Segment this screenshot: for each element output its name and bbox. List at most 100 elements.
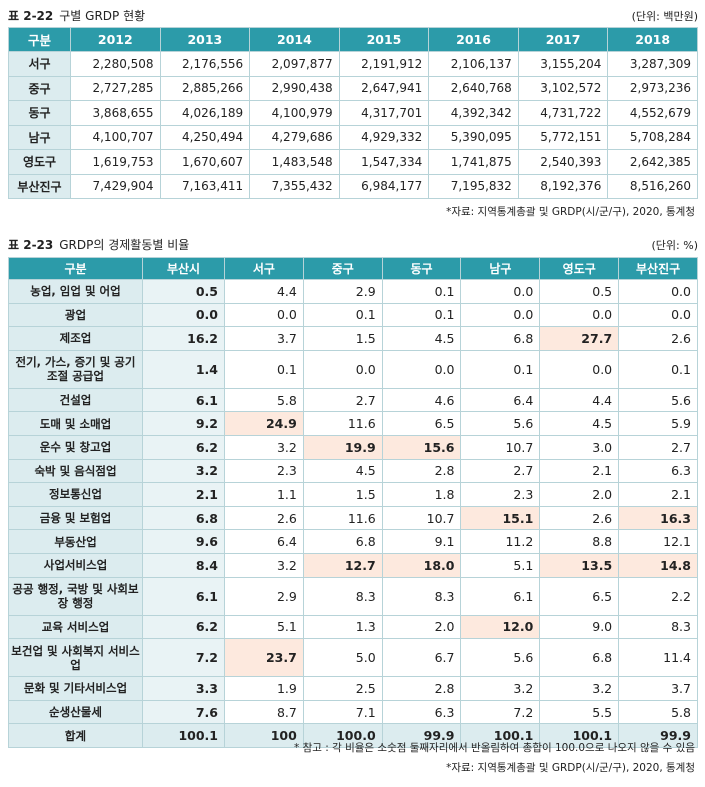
table-cell: 6.1 (142, 387, 225, 413)
table-cell: 5.6 (460, 411, 541, 436)
table-row: 사업서비스업 8.4 3.2 12.7 18.0 5.1 13.5 14.8 (8, 552, 698, 578)
table-cell: 6.8 (142, 505, 225, 531)
table-row: 부동산업 9.6 6.4 6.8 9.1 11.2 8.8 12.1 (8, 529, 698, 554)
table-cell: 0.0 (460, 279, 541, 304)
table-cell: 5.6 (460, 638, 541, 678)
table-cell: 16.2 (142, 326, 225, 351)
table-cell: 1.5 (302, 482, 383, 507)
table-cell: 4,552,679 (607, 100, 698, 126)
table-cell: 6.5 (381, 411, 462, 436)
table-cell: 5,708,284 (607, 124, 698, 150)
table2-title: GRDP의 경제활동별 비율 (59, 238, 190, 252)
table-row: 서구 2,280,508 2,176,556 2,097,877 2,191,912 2,… (8, 51, 698, 77)
row-label: 운수 및 창고업 (8, 434, 143, 460)
table-cell: 6,984,177 (338, 173, 430, 199)
table-cell: 9.2 (142, 411, 225, 436)
table2-title-row: 표 2-23 GRDP의 경제활동별 비율 (단위: %) (8, 236, 698, 253)
row-label: 공공 행정, 국방 및 사회보장 행정 (8, 576, 143, 616)
header-col: 남구 (460, 257, 541, 280)
table-row: 부산진구 7,429,904 7,163,411 7,355,432 6,984,177… (8, 173, 698, 199)
table-cell: 100.1 (142, 723, 225, 748)
table-cell: 1.1 (224, 482, 304, 507)
table-row: 전기, 가스, 증기 및 공기 조절 공급업 1.4 0.1 0.0 0.0 0.1 0.0… (8, 349, 698, 389)
table2-unit: (단위: %) (651, 238, 698, 252)
table-row: 문화 및 기타서비스업 3.3 1.9 2.5 2.8 3.2 3.2 3.7 (8, 676, 698, 701)
table-row: 농업, 임업 및 어업 0.5 4.4 2.9 0.1 0.0 0.5 0.0 (8, 279, 698, 304)
table-cell: 2.0 (539, 482, 620, 507)
table-cell: 5.5 (539, 699, 620, 725)
table-cell: 9.0 (539, 614, 620, 640)
table1-title: 구별 GRDP 현황 (59, 9, 146, 23)
table-row: 교육 서비스업 6.2 5.1 1.3 2.0 12.0 9.0 8.3 (8, 614, 698, 640)
table-cell: 3.7 (224, 326, 304, 351)
table-cell: 1,547,334 (338, 149, 430, 175)
table-cell: 7,195,832 (428, 173, 519, 199)
table-cell: 2.3 (460, 482, 541, 507)
table-cell: 15.1 (460, 505, 541, 531)
table-cell: 0.0 (539, 302, 620, 328)
table-cell: 3.3 (142, 676, 225, 701)
table-cell: 6.3 (618, 458, 698, 484)
table-cell: 11.6 (302, 505, 383, 531)
row-label: 숙박 및 음식점업 (8, 458, 143, 484)
table-cell: 10.7 (381, 505, 462, 531)
table-cell: 6.8 (302, 529, 383, 554)
row-label: 정보통신업 (8, 482, 143, 507)
table-row: 동구 3,868,655 4,026,189 4,100,979 4,317,701 4,… (8, 100, 698, 126)
table-cell: 7.6 (142, 699, 225, 725)
table-row: 건설업 6.1 5.8 2.7 4.6 6.4 4.4 5.6 (8, 387, 698, 413)
table-cell: 2,640,768 (428, 75, 519, 101)
header-category: 구분 (8, 257, 143, 280)
table-cell: 3.2 (460, 676, 541, 701)
table-row: 영도구 1,619,753 1,670,607 1,483,548 1,547,334 1… (8, 149, 698, 175)
table-cell: 0.1 (302, 302, 383, 328)
table-cell: 6.4 (460, 387, 541, 413)
table-cell: 3,287,309 (607, 51, 698, 77)
table-cell: 3.2 (224, 434, 304, 460)
table-cell: 100.1 (460, 723, 541, 748)
table1-unit: (단위: 백만원) (631, 9, 698, 23)
table-cell: 0.1 (381, 302, 462, 328)
table-row: 공공 행정, 국방 및 사회보장 행정 6.1 2.9 8.3 8.3 6.1 6.5 2.2 (8, 576, 698, 616)
table-cell: 7.2 (142, 638, 225, 678)
table-cell: 2.1 (142, 482, 225, 507)
table-cell: 6.8 (539, 638, 620, 678)
table-cell: 2.2 (618, 576, 698, 616)
row-label: 건설업 (8, 387, 143, 413)
table-cell: 100.1 (539, 723, 620, 748)
table-cell: 2,191,912 (338, 51, 430, 77)
table-cell: 1.8 (381, 482, 462, 507)
table-cell: 2.8 (381, 458, 462, 484)
header-col: 서구 (224, 257, 304, 280)
header-col: 2012 (70, 27, 161, 52)
table-row: 순생산물세 7.6 8.7 7.1 6.3 7.2 5.5 5.8 (8, 699, 698, 725)
table-cell: 4,100,707 (70, 124, 161, 150)
table1-source: *자료: 지역통계총괄 및 GRDP(시/군/구), 2020, 통계청 (446, 206, 695, 218)
table-cell: 2.3 (224, 458, 304, 484)
table-cell: 7.2 (460, 699, 541, 725)
table-cell: 6.7 (381, 638, 462, 678)
table-cell: 7,355,432 (249, 173, 340, 199)
table-cell: 2.7 (302, 387, 383, 413)
table-cell: 0.0 (618, 302, 698, 328)
table-cell: 0.5 (539, 279, 620, 304)
table-row: 정보통신업 2.1 1.1 1.5 1.8 2.3 2.0 2.1 (8, 482, 698, 507)
table-cell: 13.5 (539, 552, 620, 578)
header-col: 2013 (159, 27, 251, 52)
table-cell: 1.3 (302, 614, 383, 640)
table2-source: *자료: 지역통계총괄 및 GRDP(시/군/구), 2020, 통계청 (446, 762, 695, 774)
table-cell: 8.7 (224, 699, 304, 725)
table-cell: 3,155,204 (517, 51, 609, 77)
table-cell: 6.5 (539, 576, 620, 616)
table1-header-row: 구분 2012 2013 2014 2015 2016 2017 2018 (8, 27, 698, 52)
table-cell: 2.6 (224, 505, 304, 531)
table-row: 합계 100.1 100 100.0 99.9 100.1 100.1 99.9 (8, 723, 698, 748)
row-label: 중구 (8, 75, 71, 101)
table-cell: 6.3 (381, 699, 462, 725)
table-cell: 0.1 (460, 349, 541, 389)
table2-header-row: 구분 부산시 서구 중구 동구 남구 영도구 부산진구 (8, 257, 698, 280)
table-row: 도매 및 소매업 9.2 24.9 11.6 6.5 5.6 4.5 5.9 (8, 411, 698, 436)
table-cell: 0.0 (618, 279, 698, 304)
table-cell: 5.9 (618, 411, 698, 436)
header-col: 중구 (302, 257, 383, 280)
